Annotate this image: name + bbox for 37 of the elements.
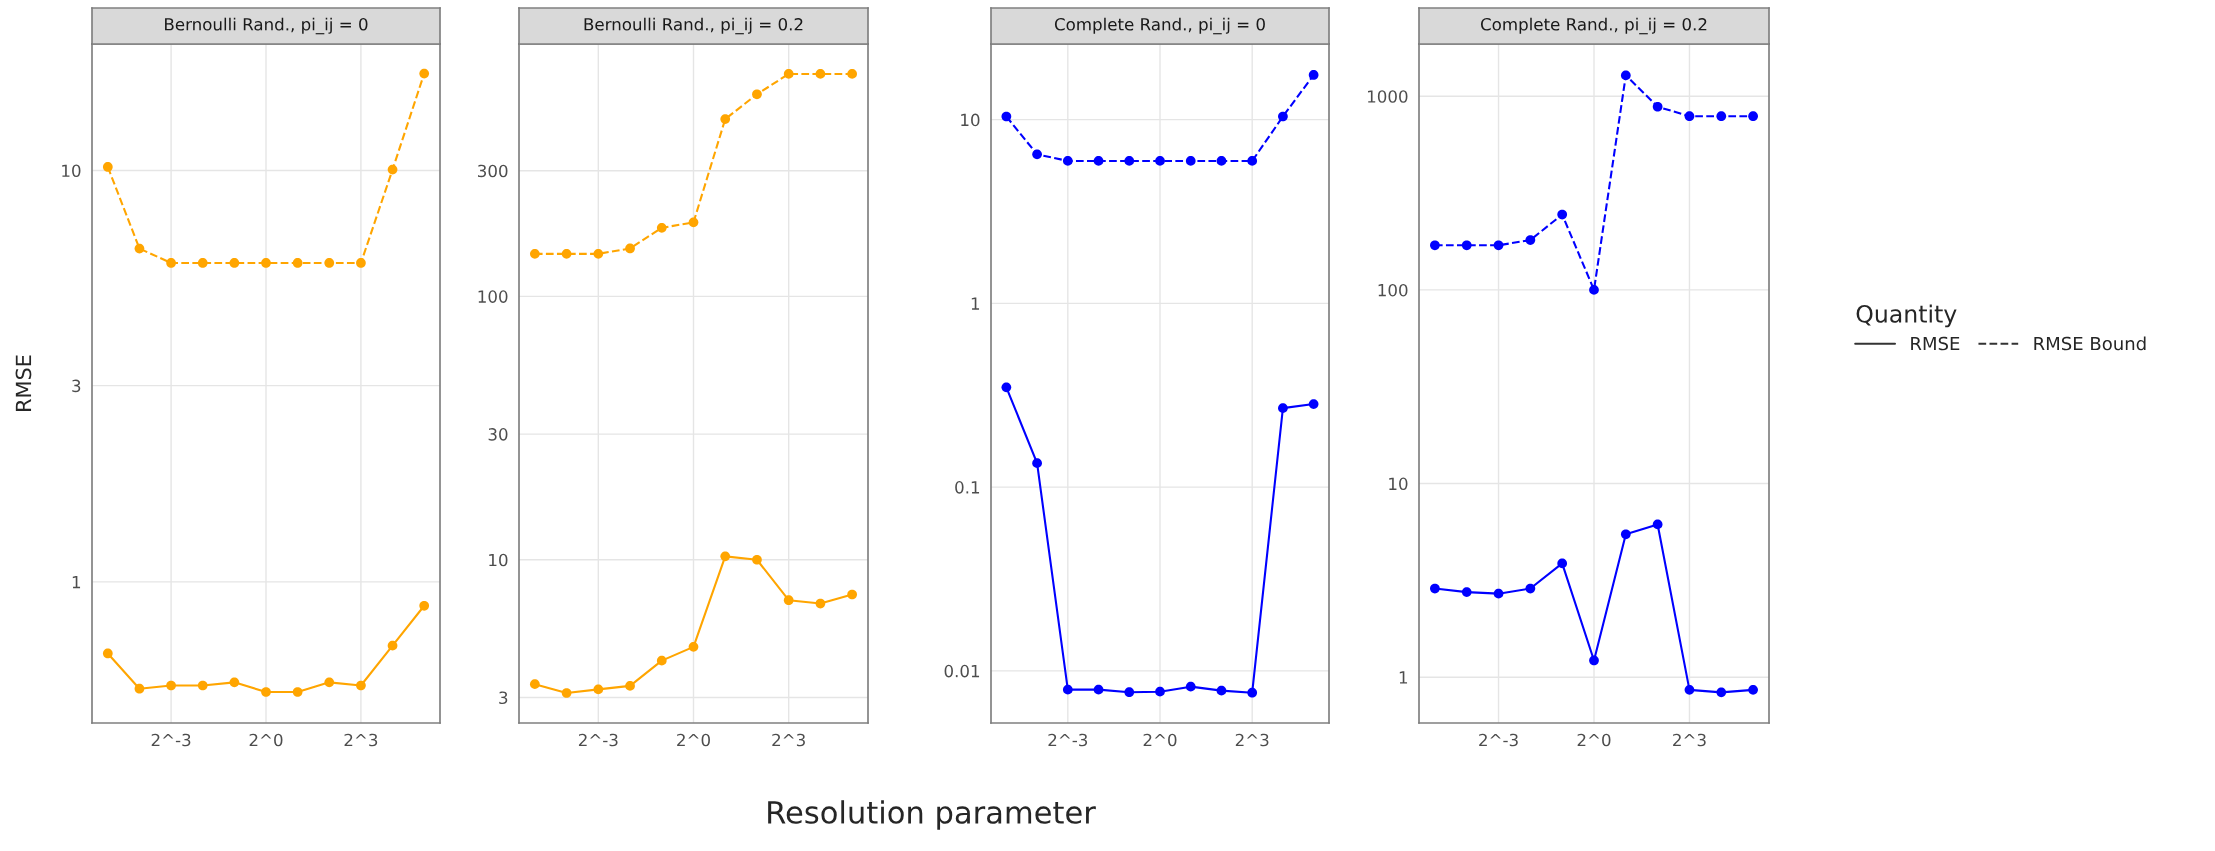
y-tick-label: 3: [499, 691, 508, 705]
y-tick-label: 100: [478, 290, 508, 303]
x-tick-label: 2^3: [344, 733, 378, 747]
y-tick-label: 10: [961, 113, 980, 127]
x-tick-label: 2^-3: [1048, 733, 1088, 747]
x-tick-label: 2^-3: [1479, 733, 1518, 747]
y-tick-label: 1: [72, 576, 81, 589]
x-tick-label: 2^3: [1235, 733, 1269, 747]
y-tick-label: 1: [1399, 671, 1408, 684]
chart-title: Complete Rand., pi_ij = 0.2: [1480, 17, 1707, 35]
y-tick-label: 0.01: [944, 664, 980, 678]
y-tick-label: 10: [62, 164, 81, 178]
x-tick-label: 2^0: [249, 733, 283, 747]
x-tick-label: 2^0: [1143, 733, 1177, 747]
y-tick-label: 10: [1389, 477, 1408, 491]
y-axis-title: RMSE: [15, 355, 32, 411]
chart-title: Bernoulli Rand., pi_ij = 0.2: [584, 17, 803, 35]
x-tick-label: 2^0: [1577, 733, 1611, 747]
y-tick-label: 3: [72, 379, 81, 393]
legend-title: Quantity: [1856, 304, 1957, 328]
x-tick-label: 2^0: [677, 733, 710, 747]
y-tick-label: 0.1: [955, 481, 980, 494]
y-tick-label: 30: [488, 428, 508, 441]
y-tick-label: 1000: [1368, 90, 1408, 103]
chart-title: Complete Rand., pi_ij = 0: [1054, 17, 1265, 35]
y-tick-label: 100: [1378, 283, 1408, 297]
y-tick-label: 1: [971, 297, 980, 310]
y-tick-label: 300: [478, 164, 508, 178]
chart-title: Bernoulli Rand., pi_ij = 0: [165, 17, 368, 35]
text: RMSE Bound: [2034, 336, 2146, 351]
x-tick-label: 2^3: [1673, 733, 1706, 747]
x-tick-label: 2^3: [772, 733, 805, 747]
x-axis-title: Resolution parameter: [768, 800, 1096, 830]
x-tick-label: 2^-3: [151, 733, 191, 747]
text: RMSE: [1911, 336, 1960, 351]
y-tick-label: 10: [489, 553, 508, 567]
x-tick-label: 2^-3: [578, 733, 618, 747]
